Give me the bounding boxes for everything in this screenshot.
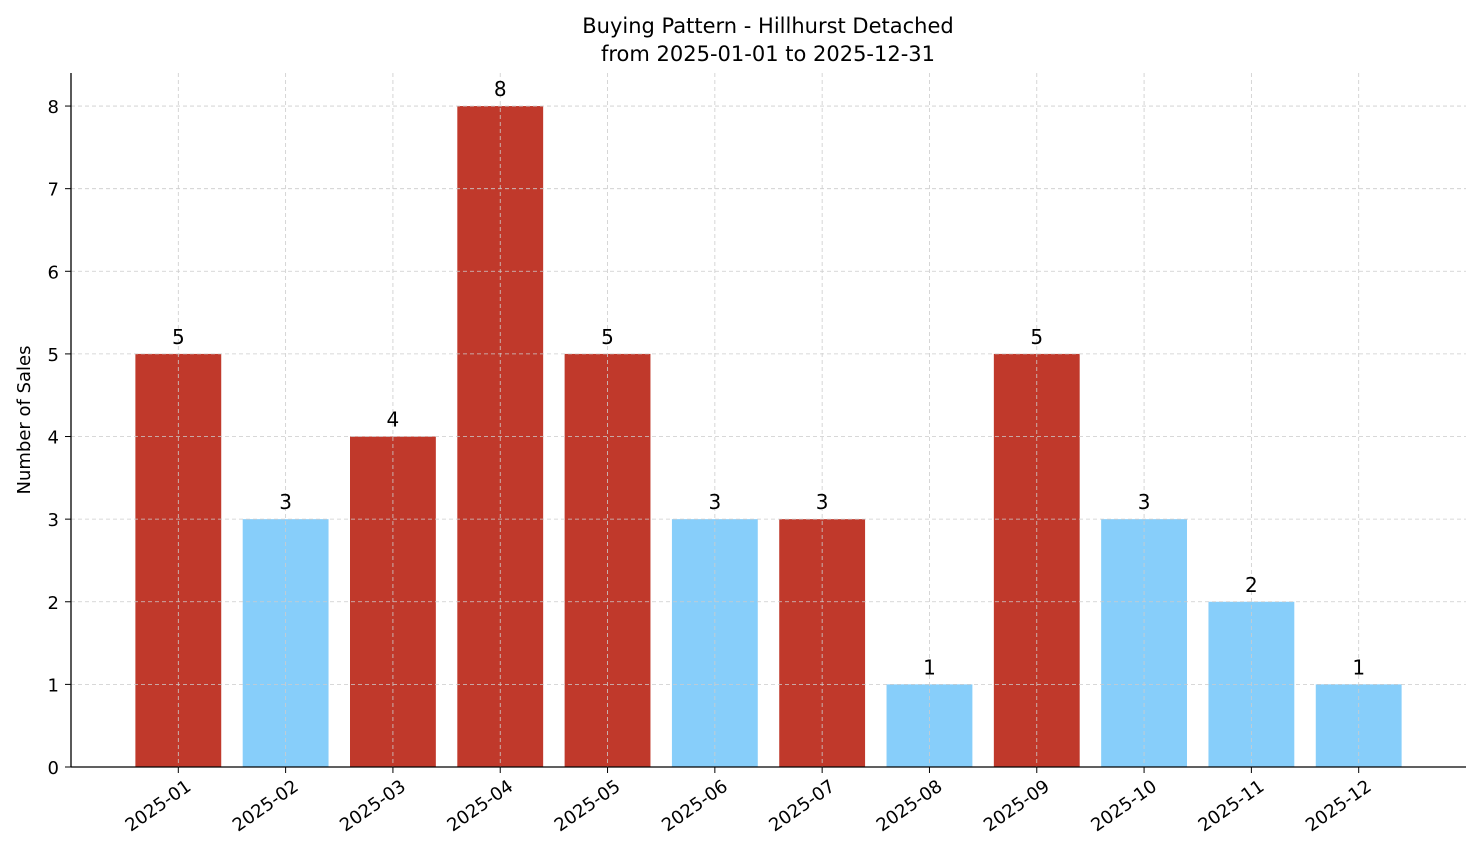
data-label: 2 <box>1245 573 1258 597</box>
y-ticks: 0 1 2 3 4 5 6 7 8 <box>48 97 71 779</box>
x-tick-label: 2025-02 <box>229 776 303 836</box>
x-tick-label: 2025-08 <box>873 776 947 836</box>
data-label: 5 <box>172 325 185 349</box>
y-tick-label: 3 <box>48 510 59 531</box>
x-tick-label: 2025-10 <box>1087 776 1161 836</box>
y-tick-label: 5 <box>48 345 59 366</box>
data-label: 5 <box>601 325 614 349</box>
y-tick-label: 6 <box>48 262 59 283</box>
data-label: 8 <box>494 77 507 101</box>
data-label: 1 <box>1352 655 1365 679</box>
data-label: 4 <box>387 408 400 432</box>
data-label: 3 <box>816 490 829 514</box>
y-tick-label: 1 <box>48 675 59 696</box>
x-tick-label: 2025-06 <box>658 776 732 836</box>
data-label: 5 <box>1030 325 1043 349</box>
x-tick-label: 2025-07 <box>765 776 839 836</box>
y-tick-label: 2 <box>48 593 59 614</box>
chart-subtitle: from 2025-01-01 to 2025-12-31 <box>601 42 935 66</box>
data-label: 3 <box>708 490 721 514</box>
x-tick-label: 2025-03 <box>336 776 410 836</box>
y-tick-label: 7 <box>48 180 59 201</box>
data-label: 3 <box>1138 490 1151 514</box>
x-tick-label: 2025-12 <box>1302 776 1376 836</box>
x-tick-label: 2025-01 <box>122 776 196 836</box>
chart-title: Buying Pattern - Hillhurst Detached <box>582 14 953 38</box>
x-ticks: 2025-01 2025-02 2025-03 2025-04 2025-05 2025-… <box>122 767 1376 836</box>
y-axis-label: Number of Sales <box>14 345 35 494</box>
x-tick-label: 2025-04 <box>443 776 517 836</box>
data-label: 1 <box>923 655 936 679</box>
data-labels: 5 3 4 8 5 3 3 1 5 3 2 1 <box>172 77 1365 679</box>
y-tick-label: 0 <box>48 758 59 779</box>
x-tick-label: 2025-05 <box>551 776 625 836</box>
y-tick-label: 4 <box>48 428 59 449</box>
x-tick-label: 2025-09 <box>980 776 1054 836</box>
y-tick-label: 8 <box>48 97 59 118</box>
data-label: 3 <box>279 490 292 514</box>
x-tick-label: 2025-11 <box>1195 776 1269 836</box>
